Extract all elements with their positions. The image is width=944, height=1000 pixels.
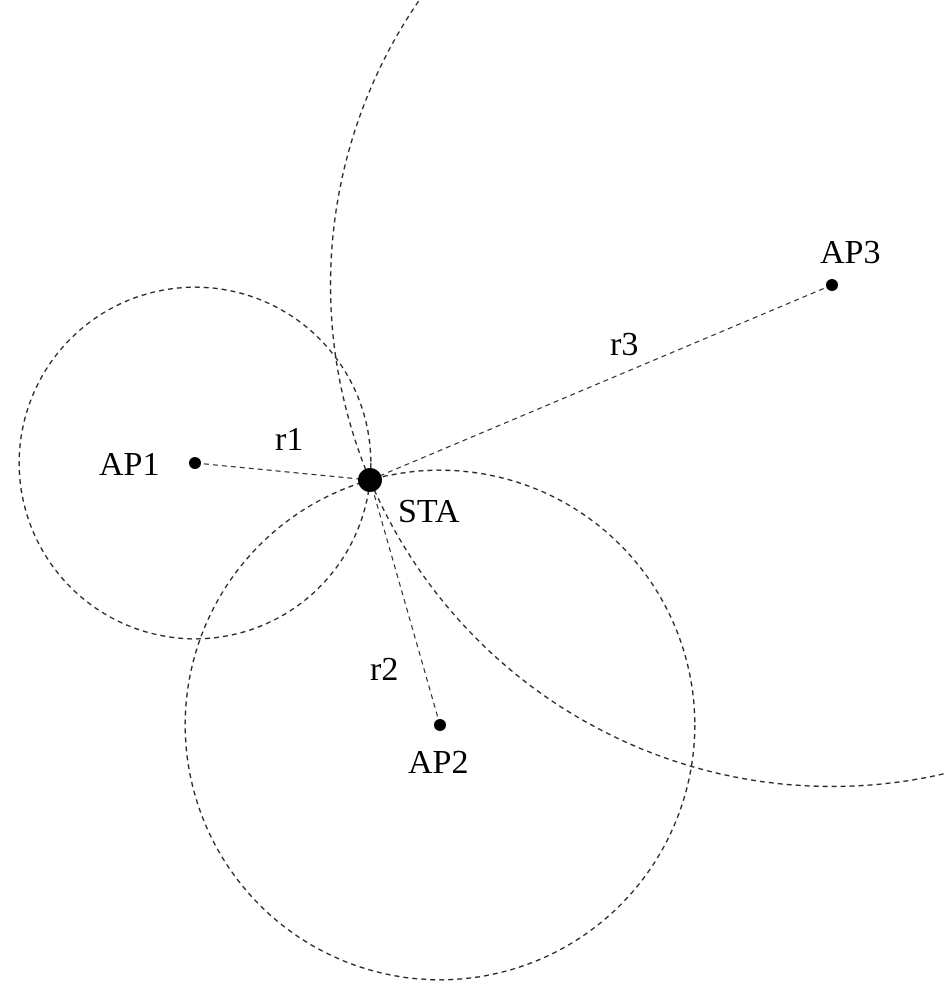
node-ap3 (826, 279, 838, 291)
node-sta (358, 468, 382, 492)
node-dots (189, 279, 838, 731)
node-label-sta: STA (398, 493, 460, 530)
node-label-ap3: AP3 (820, 234, 880, 271)
labels: r1 r2 r3 STA AP1 AP2 AP3 (99, 234, 880, 781)
node-label-ap1: AP1 (99, 446, 159, 483)
edge-ap3-sta (370, 285, 832, 480)
node-ap2 (434, 719, 446, 731)
edge-label-r3: r3 (610, 326, 638, 363)
node-ap1 (189, 457, 201, 469)
range-circles (19, 0, 944, 980)
node-label-ap2: AP2 (408, 744, 468, 781)
triangulation-diagram: r1 r2 r3 STA AP1 AP2 AP3 (0, 0, 944, 1000)
edge-label-r2: r2 (370, 651, 398, 688)
edge-label-r1: r1 (275, 421, 303, 458)
edge-ap1-sta (195, 463, 370, 480)
range-circle-ap3 (331, 0, 944, 786)
edge-lines (195, 285, 832, 725)
